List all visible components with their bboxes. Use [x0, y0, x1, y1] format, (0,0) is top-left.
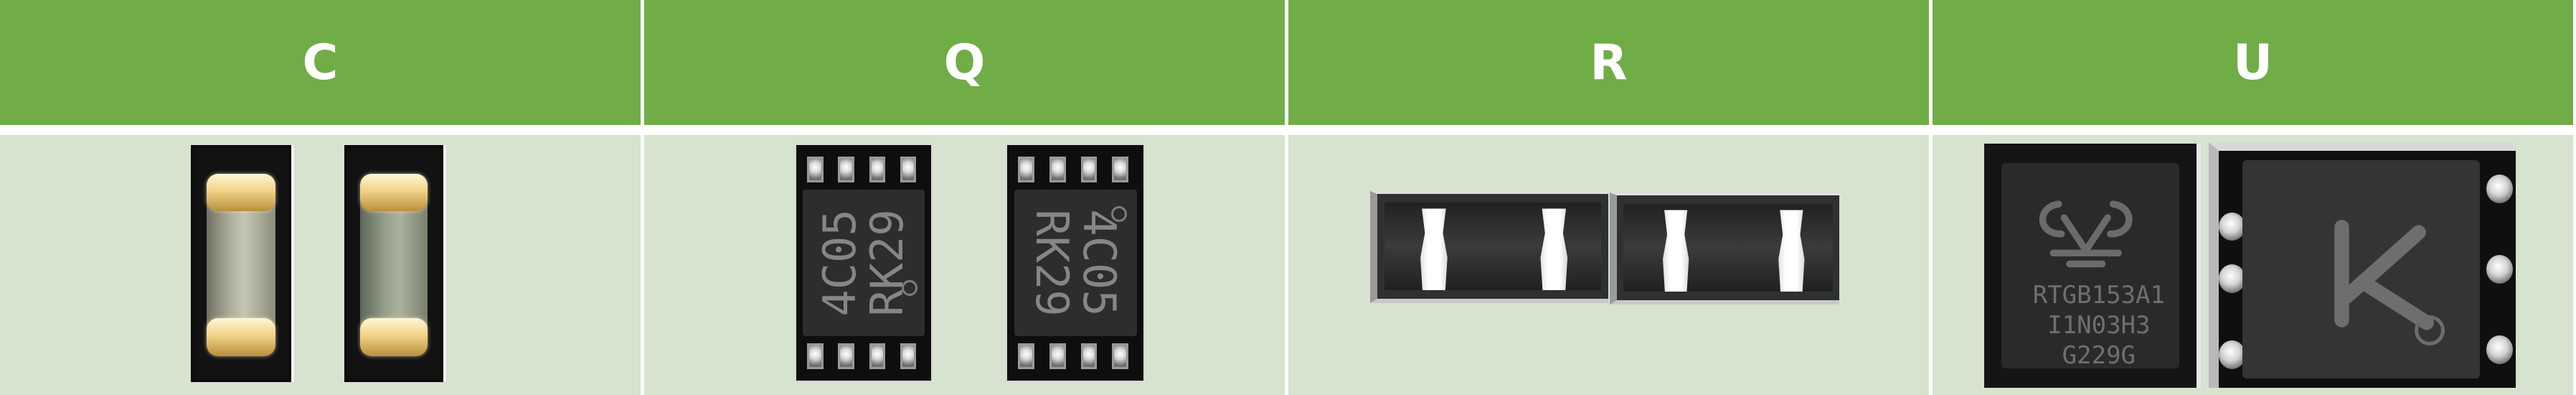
header-r: R	[1288, 0, 1929, 125]
header-c: C	[0, 0, 641, 125]
capacitor-photo-1	[191, 145, 294, 382]
cell-u: RTGB153A1 I1N03H3 G229G	[1933, 135, 2573, 395]
resistor-photo-1	[1370, 191, 1608, 303]
header-q: Q	[644, 0, 1285, 125]
transistor-photo-2: 4C05 RK29	[1006, 144, 1145, 382]
chip-marking-3: RTGB153A1 I1N03H3 G229G	[2032, 281, 2165, 371]
cell-q: 4C05 RK29 4C05 RK29	[644, 135, 1285, 395]
chip-marking-2: 4C05 RK29	[1026, 209, 1126, 317]
ic-photo-2	[2209, 142, 2516, 388]
cell-r	[1288, 135, 1929, 395]
capacitor-photo-2	[344, 145, 446, 382]
cell-c	[0, 135, 641, 395]
ic-photo-1: RTGB153A1 I1N03H3 G229G	[1984, 144, 2201, 388]
transistor-photo-1: 4C05 RK29	[795, 144, 933, 382]
package-marking-glyph	[2334, 219, 2434, 330]
resistor-photo-2	[1610, 192, 1839, 305]
manufacturer-logo	[2039, 200, 2133, 268]
chip-marking-1: 4C05 RK29	[813, 209, 913, 317]
header-u: U	[1933, 0, 2573, 125]
